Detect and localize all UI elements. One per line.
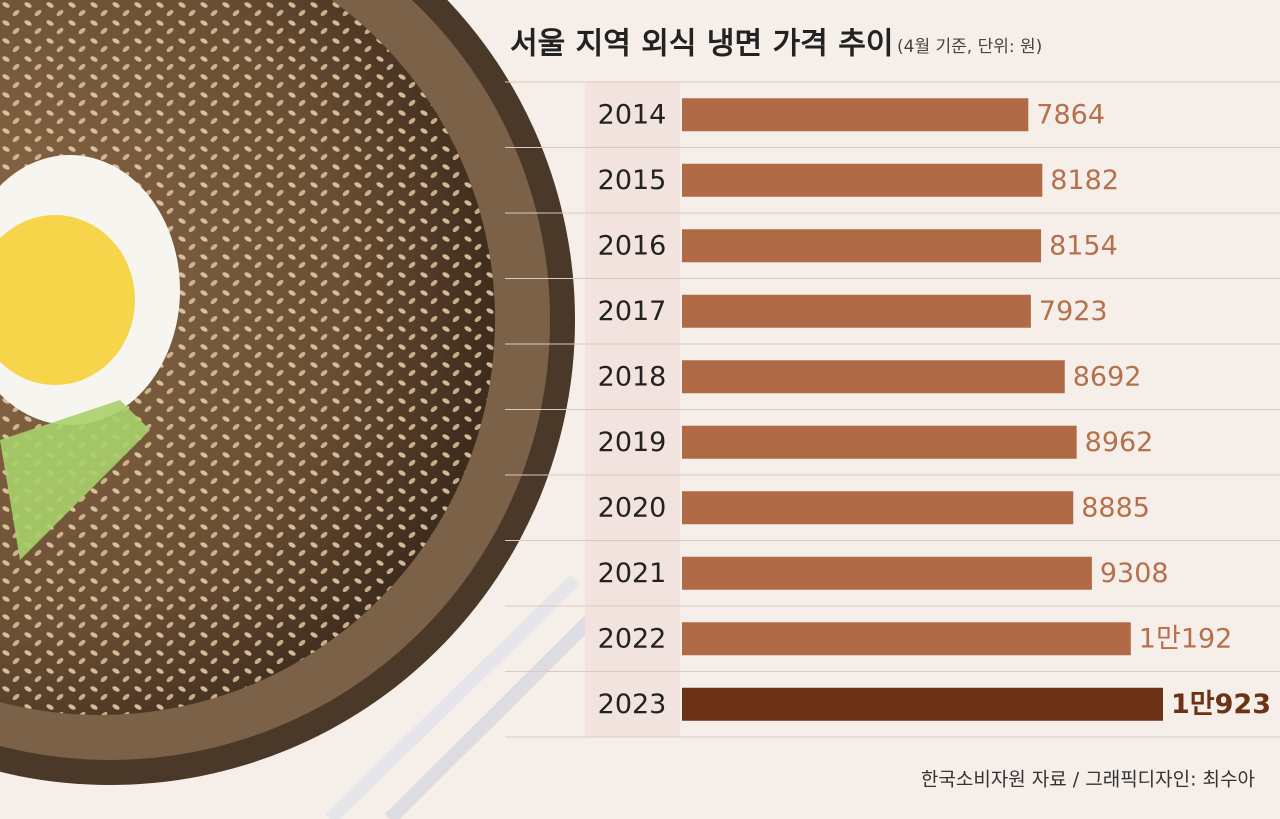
- source: 한국소비자원 자료 / 그래픽디자인: 최수아: [921, 769, 1255, 791]
- category-label: 2014: [598, 99, 667, 130]
- value-label: 8182: [1050, 165, 1119, 196]
- bar: [682, 687, 1163, 721]
- category-label: 2017: [598, 296, 667, 327]
- category-label: 2018: [598, 361, 667, 392]
- bar: [682, 491, 1074, 525]
- category-label: 2016: [598, 230, 667, 261]
- bar: [682, 360, 1065, 394]
- category-label: 2019: [598, 427, 667, 458]
- photo: [0, 0, 605, 819]
- value-label: 9308: [1100, 558, 1169, 589]
- value-label: 8692: [1073, 361, 1142, 392]
- chart-subtitle: (4월 기준, 단위: 원): [897, 37, 1042, 57]
- bar: [682, 229, 1042, 263]
- value-label: 1만192: [1139, 623, 1233, 654]
- value-label: 7923: [1039, 296, 1108, 327]
- category-label: 2020: [598, 492, 667, 523]
- bar: [682, 163, 1043, 197]
- value-label: 8154: [1049, 230, 1118, 261]
- category-label: 2023: [598, 689, 667, 720]
- plot-area: 2014 7864 2015 8182 2016 8154 2017 7923 2018 8692…: [505, 81, 1280, 738]
- category-label: 2015: [598, 165, 667, 196]
- value-label: 8885: [1081, 492, 1150, 523]
- bar: [682, 98, 1029, 132]
- bar: [682, 425, 1077, 459]
- value-label: 1만923: [1171, 689, 1271, 720]
- category-label: 2022: [598, 623, 667, 654]
- value-label: 7864: [1036, 99, 1105, 130]
- bar: [682, 556, 1092, 590]
- category-label: 2021: [598, 558, 667, 589]
- bar: [682, 622, 1131, 656]
- chart-title: 서울 지역 외식 냉면 가격 추이: [510, 27, 893, 62]
- value-label: 8962: [1085, 427, 1154, 458]
- bar: [682, 294, 1031, 328]
